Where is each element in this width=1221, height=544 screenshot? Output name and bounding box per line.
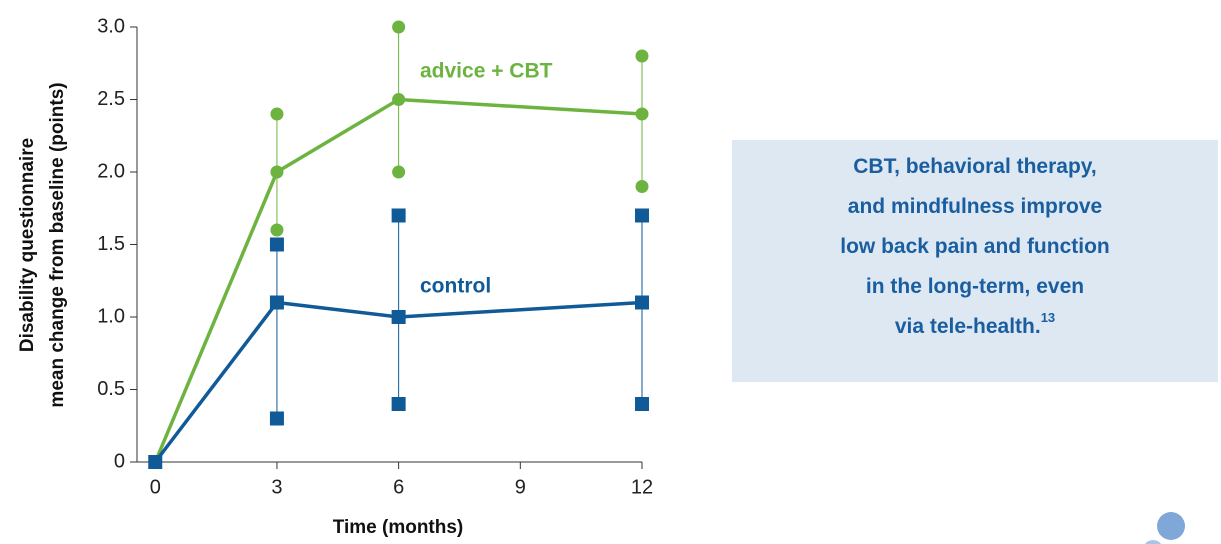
- point: [391, 310, 406, 324]
- point: [635, 107, 649, 121]
- point: [148, 455, 163, 469]
- x-axis-label: Time (months): [333, 517, 464, 538]
- error-high: [269, 237, 284, 252]
- decor-circle: [1157, 512, 1185, 540]
- error-high: [391, 208, 406, 223]
- x-tick-label: 0: [150, 476, 161, 498]
- series-line: [153, 300, 643, 464]
- error-high: [635, 208, 649, 223]
- y-tick-label: 1.5: [97, 233, 125, 255]
- callout-line: CBT, behavioral therapy,: [853, 155, 1097, 178]
- y-tick-label: 0: [114, 450, 125, 472]
- callout-line: low back pain and function: [840, 235, 1110, 258]
- footnote: 13: [1041, 310, 1055, 325]
- y-tick-label: 2.0: [97, 160, 125, 182]
- error-high: [635, 49, 649, 63]
- y-axis-label: Disability questionnaire: [17, 138, 38, 352]
- series-line: [153, 97, 643, 463]
- error-high: [392, 20, 406, 34]
- point: [270, 165, 284, 179]
- x-tick-label: 6: [393, 476, 404, 498]
- y-axis-label: mean change from baseline (points): [47, 82, 68, 407]
- x-tick-label: 12: [631, 476, 653, 498]
- callout-text: CBT, behavioral therapy, and mindfulness …: [840, 155, 1110, 338]
- series-label: control: [420, 275, 491, 298]
- y-tick-label: 2.5: [97, 88, 125, 110]
- error-low: [392, 165, 406, 179]
- y-tick-label: 1.0: [97, 305, 125, 327]
- decor-circle: [1145, 540, 1161, 544]
- error-low: [391, 397, 406, 411]
- x-tick-label: 3: [271, 476, 282, 498]
- error-low: [635, 397, 649, 411]
- point: [392, 93, 406, 106]
- error-low: [635, 180, 649, 193]
- callout-line: via tele-health.: [895, 315, 1041, 338]
- callout-line: and mindfulness improve: [848, 195, 1102, 218]
- callout-box: [732, 140, 1218, 382]
- point: [269, 295, 284, 310]
- y-tick-label: 0.5: [97, 378, 125, 400]
- callout-line: in the long-term, even: [866, 275, 1084, 298]
- error-low: [269, 411, 284, 426]
- x-tick-label: 9: [515, 476, 526, 498]
- point: [635, 295, 649, 310]
- y-tick-label: 3.0: [97, 15, 125, 37]
- series-label: advice + CBT: [420, 60, 553, 83]
- error-high: [270, 107, 284, 121]
- error-low: [270, 223, 284, 237]
